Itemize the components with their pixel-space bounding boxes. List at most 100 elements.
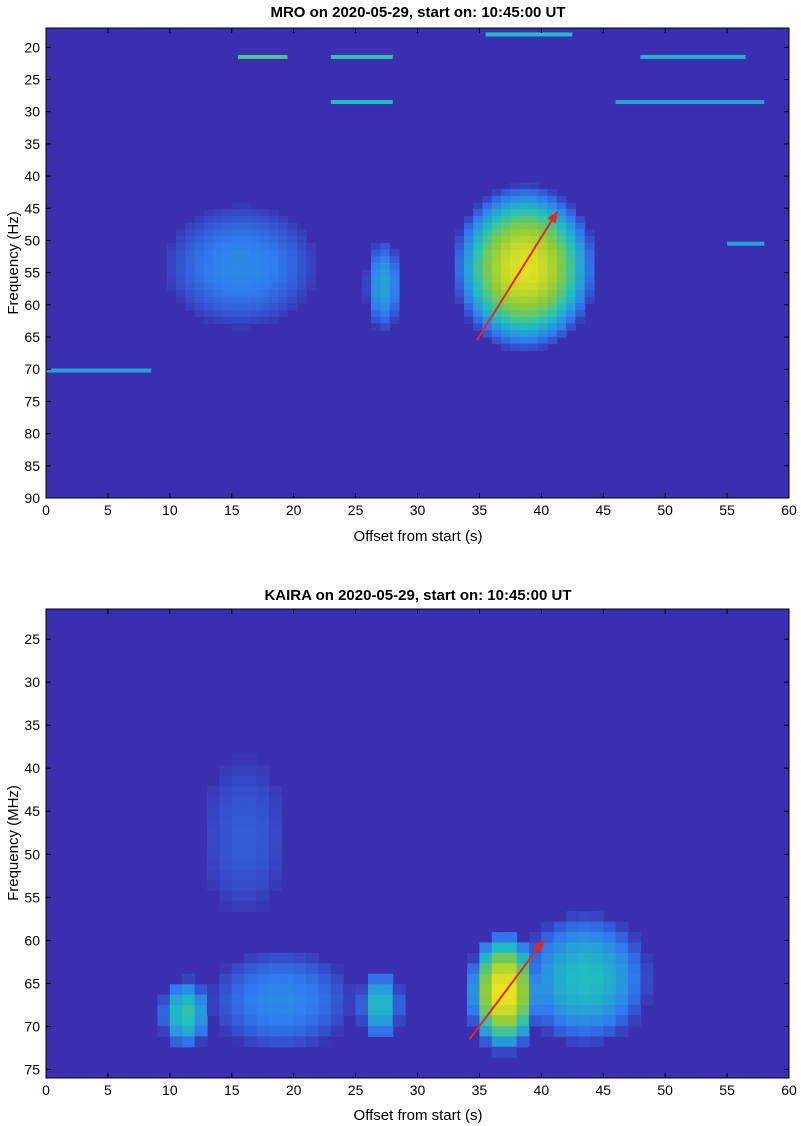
kaira-x-tick-label: 30	[410, 1082, 426, 1098]
mro-spectrogram-cell	[566, 310, 576, 318]
mro-spectrogram-cell	[241, 209, 251, 217]
kaira-spectrogram-cell	[244, 754, 258, 766]
kaira-spectrogram-cell	[640, 973, 654, 985]
kaira-spectrogram-cell	[244, 859, 258, 871]
mro-spectrogram-cell	[176, 263, 186, 271]
mro-spectrogram-cell	[222, 303, 233, 311]
mro-spectrogram-cell	[584, 283, 595, 291]
mro-spectrogram-cell	[213, 296, 224, 304]
mro-spectrogram-cell	[566, 316, 576, 325]
mro-spectrogram-cell	[538, 209, 549, 217]
kaira-spectrogram-cell	[504, 984, 518, 996]
kaira-spectrogram-cell	[256, 775, 270, 787]
kaira-spectrogram-cell	[231, 848, 245, 860]
mro-spectrogram-cell	[222, 249, 233, 257]
kaira-panel: KAIRA on 2020-05-29, start on: 10:45:00 …	[5, 587, 797, 1124]
kaira-spectrogram-cell	[244, 817, 258, 829]
mro-spectrogram-cell	[473, 249, 484, 257]
mro-spectrogram-cell	[538, 330, 549, 338]
kaira-spectrogram-cell	[157, 1015, 171, 1027]
mro-spectrogram-cell	[556, 276, 567, 284]
kaira-spectrogram-cell	[268, 879, 282, 891]
kaira-spectrogram-cell	[590, 932, 604, 944]
mro-spectrogram-cell	[528, 209, 539, 217]
mro-spectrogram-cell	[389, 310, 400, 318]
mro-spectrogram-cell	[510, 330, 521, 338]
kaira-spectrogram-cell	[256, 900, 270, 912]
kaira-spectrogram-cell	[169, 994, 183, 1006]
mro-spectrogram-cell	[278, 276, 289, 284]
kaira-spectrogram-cell	[206, 807, 220, 819]
kaira-spectrogram-cell	[194, 1036, 208, 1048]
kaira-x-tick-label: 40	[534, 1082, 550, 1098]
mro-x-tick-label: 55	[719, 502, 735, 518]
mro-spectrogram-cell	[176, 242, 186, 251]
mro-spectrogram-cell	[213, 263, 224, 271]
kaira-spectrogram-cell	[516, 1015, 530, 1027]
mro-spectrogram-cell	[454, 289, 465, 298]
mro-spectrogram-cell	[491, 316, 502, 325]
mro-spectrogram-cell	[361, 269, 372, 278]
mro-spectrogram-cell	[547, 289, 558, 298]
kaira-spectrogram-cell	[603, 994, 617, 1006]
kaira-spectrogram-cell	[553, 1015, 567, 1027]
mro-spectrogram-cell	[547, 336, 558, 345]
mro-spectrogram-cell	[501, 195, 511, 204]
mro-spectrogram-cell	[203, 263, 214, 271]
kaira-spectrogram-cell	[578, 952, 592, 964]
mro-spectrogram-cell	[231, 283, 242, 291]
mro-spectrogram-cell	[185, 263, 196, 271]
mro-y-tick-label: 30	[24, 104, 40, 120]
mro-spectrogram-cell	[222, 236, 233, 244]
kaira-spectrogram-cell	[268, 952, 282, 964]
mro-spectrogram-cell	[278, 229, 289, 237]
mro-spectrogram-cell	[176, 229, 186, 237]
kaira-spectrogram-cell	[231, 827, 245, 839]
mro-spectrogram-cell	[268, 269, 279, 278]
mro-spectrogram-cell	[231, 229, 242, 237]
mro-y-tick-label: 60	[24, 297, 40, 313]
mro-spectrogram-cell	[203, 249, 214, 257]
mro-y-tick-label: 90	[24, 490, 40, 506]
kaira-spectrogram-cell	[392, 1015, 406, 1027]
mro-x-tick-label: 35	[472, 502, 488, 518]
mro-spectrogram-cell	[510, 310, 521, 318]
kaira-spectrogram-cell	[194, 994, 208, 1006]
mro-spectrogram-cell	[491, 269, 502, 278]
mro-x-tick-label: 60	[781, 502, 797, 518]
kaira-spectrogram-cell	[553, 1025, 567, 1037]
kaira-spectrogram-cell	[528, 932, 542, 944]
mro-spectrogram-cell	[556, 216, 567, 224]
kaira-spectrogram-cell	[231, 1005, 245, 1017]
mro-spectrogram-cell	[194, 303, 205, 311]
mro-spectrogram-cell	[528, 256, 539, 264]
mro-spectrogram-cell	[519, 283, 530, 291]
mro-spectrogram-cell	[584, 242, 595, 251]
kaira-spectrogram-cell	[256, 859, 270, 871]
kaira-spectrogram-cell	[566, 1036, 580, 1048]
kaira-spectrogram-cell	[219, 869, 233, 881]
kaira-spectrogram-cell	[504, 1005, 518, 1017]
mro-spectrogram-cell	[482, 222, 493, 231]
kaira-spectrogram-cell	[541, 1015, 555, 1027]
mro-spectrogram-cell	[241, 269, 251, 278]
mro-spectrogram-cell	[575, 296, 586, 304]
kaira-spectrogram-cell	[219, 796, 233, 808]
kaira-spectrogram-cell	[553, 973, 567, 985]
kaira-spectrogram-cell	[231, 807, 245, 819]
mro-spectrogram-cell	[259, 209, 270, 217]
kaira-spectrogram-cell	[306, 952, 320, 964]
kaira-spectrogram-cell	[219, 890, 233, 902]
kaira-spectrogram-cell	[231, 838, 245, 850]
kaira-spectrogram-cell	[256, 869, 270, 881]
kaira-spectrogram-cell	[590, 963, 604, 975]
kaira-spectrogram-cell	[541, 952, 555, 964]
kaira-spectrogram-cell	[578, 1015, 592, 1027]
mro-spectrogram-cell	[361, 276, 372, 284]
mro-spectrogram-cell	[547, 276, 558, 284]
mro-spectrogram-cell	[528, 216, 539, 224]
mro-spectrogram-cell	[287, 263, 298, 271]
mro-spectrogram-cell	[538, 283, 549, 291]
kaira-spectrogram-cell	[219, 963, 233, 975]
kaira-spectrogram-cell	[169, 1036, 183, 1048]
